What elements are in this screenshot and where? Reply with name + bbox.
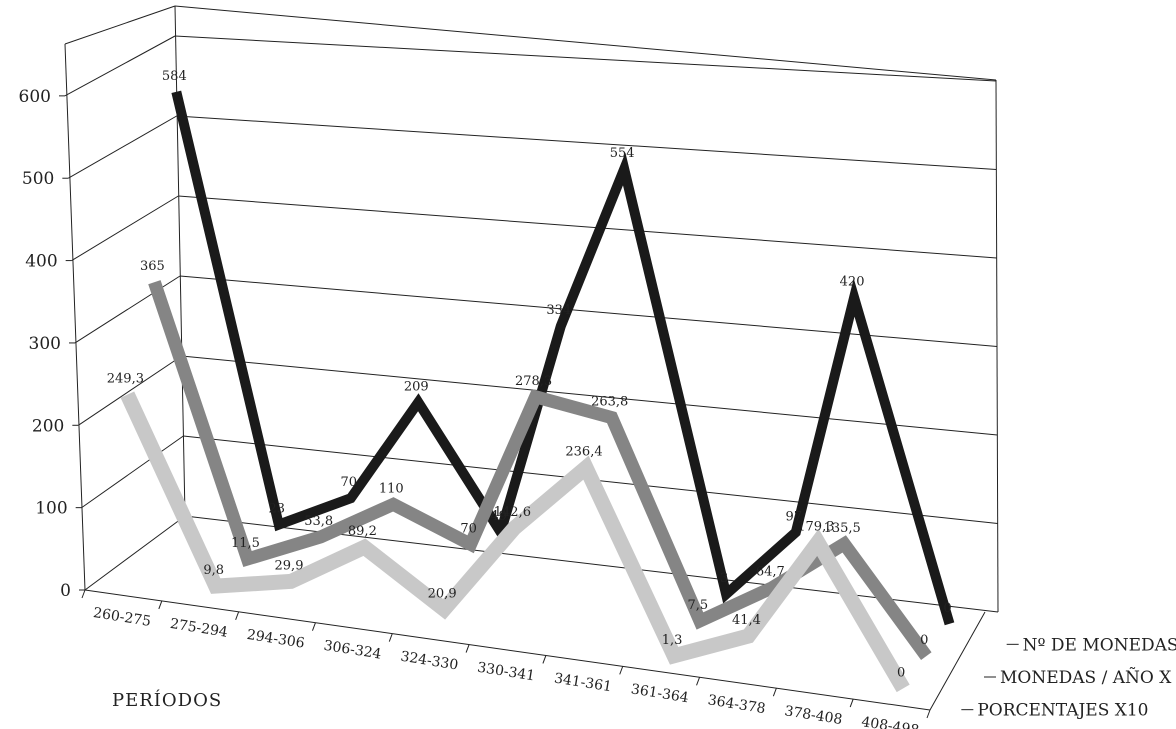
left-top-edge <box>64 5 176 45</box>
y-tick-label: 500 <box>22 169 54 189</box>
y-tick-label: 200 <box>32 416 64 436</box>
series-name-label: Nº DE MONEDAS <box>1023 635 1176 655</box>
data-label: 9,8 <box>203 563 224 578</box>
gridline-back <box>176 115 997 170</box>
data-label: 70 <box>460 521 477 536</box>
data-label: 64,7 <box>756 565 785 580</box>
data-label: 420 <box>840 274 865 289</box>
data-label: 0 <box>943 601 951 616</box>
data-label: 135,5 <box>824 521 861 536</box>
floor-left-edge <box>84 515 186 591</box>
x-tick-mark <box>158 600 163 610</box>
y-tick-label: 0 <box>60 581 71 601</box>
data-label: 29,9 <box>275 558 304 573</box>
gridline-left <box>71 195 179 262</box>
data-label: 110 <box>379 481 404 496</box>
y-tick-label: 400 <box>25 252 57 272</box>
data-label: 89,2 <box>348 524 377 539</box>
left-wall-edge <box>64 43 86 591</box>
gridline-left <box>81 435 184 509</box>
data-label: 249,3 <box>107 372 144 387</box>
data-label: 0 <box>897 665 905 680</box>
data-label: 41,4 <box>732 613 761 628</box>
series-axis-labels: Nº DE MONEDAS MONEDAS / AÑO X 10 PORCENTAJ… <box>961 635 1176 721</box>
x-tick-label: 378-408 <box>783 703 843 728</box>
series-name-label: MONEDAS / AÑO X 10 <box>1000 667 1176 688</box>
data-label: 7,5 <box>688 598 709 613</box>
gridline-left <box>78 355 182 426</box>
data-label: 142,6 <box>494 505 531 520</box>
back-top-edge <box>174 5 997 81</box>
x-tick-label: 275-294 <box>169 616 229 641</box>
x-tick-mark <box>542 655 547 664</box>
x-tick-label: 361-364 <box>630 681 690 706</box>
x-tick-label: 408-498 <box>860 714 920 729</box>
x-tick-label: 364-378 <box>707 692 767 717</box>
y-axis-ticks: 0 100 200 300 400 500 600 <box>19 87 85 601</box>
data-label: 278,3 <box>515 374 552 389</box>
x-tick-label: 341-361 <box>553 671 613 696</box>
data-label: 1,3 <box>662 633 683 648</box>
x-tick-label: 324-330 <box>399 649 459 674</box>
x-tick-mark <box>388 633 393 642</box>
x-tick-mark <box>619 666 624 675</box>
back-left-edge <box>174 5 186 517</box>
data-label: 179,3 <box>797 519 834 534</box>
data-label: 584 <box>162 69 187 84</box>
y-tick-label: 600 <box>19 87 51 107</box>
gridline-back <box>178 195 997 259</box>
data-label: 365 <box>140 259 165 274</box>
gridline-back <box>179 275 998 347</box>
data-label: 23 <box>269 502 286 517</box>
data-label: 0 <box>920 633 928 648</box>
x-tick-label: 306-324 <box>323 638 383 663</box>
x-tick-mark <box>849 698 854 708</box>
gridline-left <box>68 115 177 179</box>
floor-right-edge <box>929 611 986 711</box>
floor-front-edge <box>84 589 931 711</box>
data-label: 3 <box>720 571 728 586</box>
x-tick-label: 260-275 <box>92 605 152 630</box>
x-axis-title: PERÍODOS <box>112 688 222 711</box>
series-lines <box>120 90 955 693</box>
data-label: 11,5 <box>231 536 260 551</box>
data-label: 97 <box>786 509 803 524</box>
gridline-back <box>174 35 997 82</box>
y-tick-label: 100 <box>35 499 67 519</box>
data-label: 70 <box>341 475 358 490</box>
x-tick-label: 294-306 <box>246 627 306 652</box>
series-name-label: PORCENTAJES X10 <box>977 701 1148 721</box>
gridline-left <box>64 35 176 97</box>
data-label: 49 <box>490 509 507 524</box>
data-label: 53,8 <box>304 514 333 529</box>
data-label: 20,9 <box>428 586 457 601</box>
gridline-back <box>181 355 998 436</box>
x-tick-mark <box>465 644 470 653</box>
data-label: 209 <box>404 379 429 394</box>
data-label: 236,4 <box>565 445 602 460</box>
data-label: 263,8 <box>591 395 628 410</box>
x-tick-mark <box>926 709 931 719</box>
data-label: 334 <box>546 303 571 318</box>
data-label: 554 <box>610 146 635 161</box>
y-tick-label: 300 <box>29 334 61 354</box>
x-tick-mark <box>235 611 240 620</box>
x-tick-mark <box>696 677 701 686</box>
x-tick-mark <box>311 622 316 631</box>
x-tick-label: 330-341 <box>476 660 536 685</box>
data-labels: 584 23 70 209 49 334 554 3 97 420 0 365 11,5 53,8 110 7… <box>107 69 952 681</box>
x-tick-mark <box>772 688 777 697</box>
x-tick-mark <box>81 589 86 599</box>
